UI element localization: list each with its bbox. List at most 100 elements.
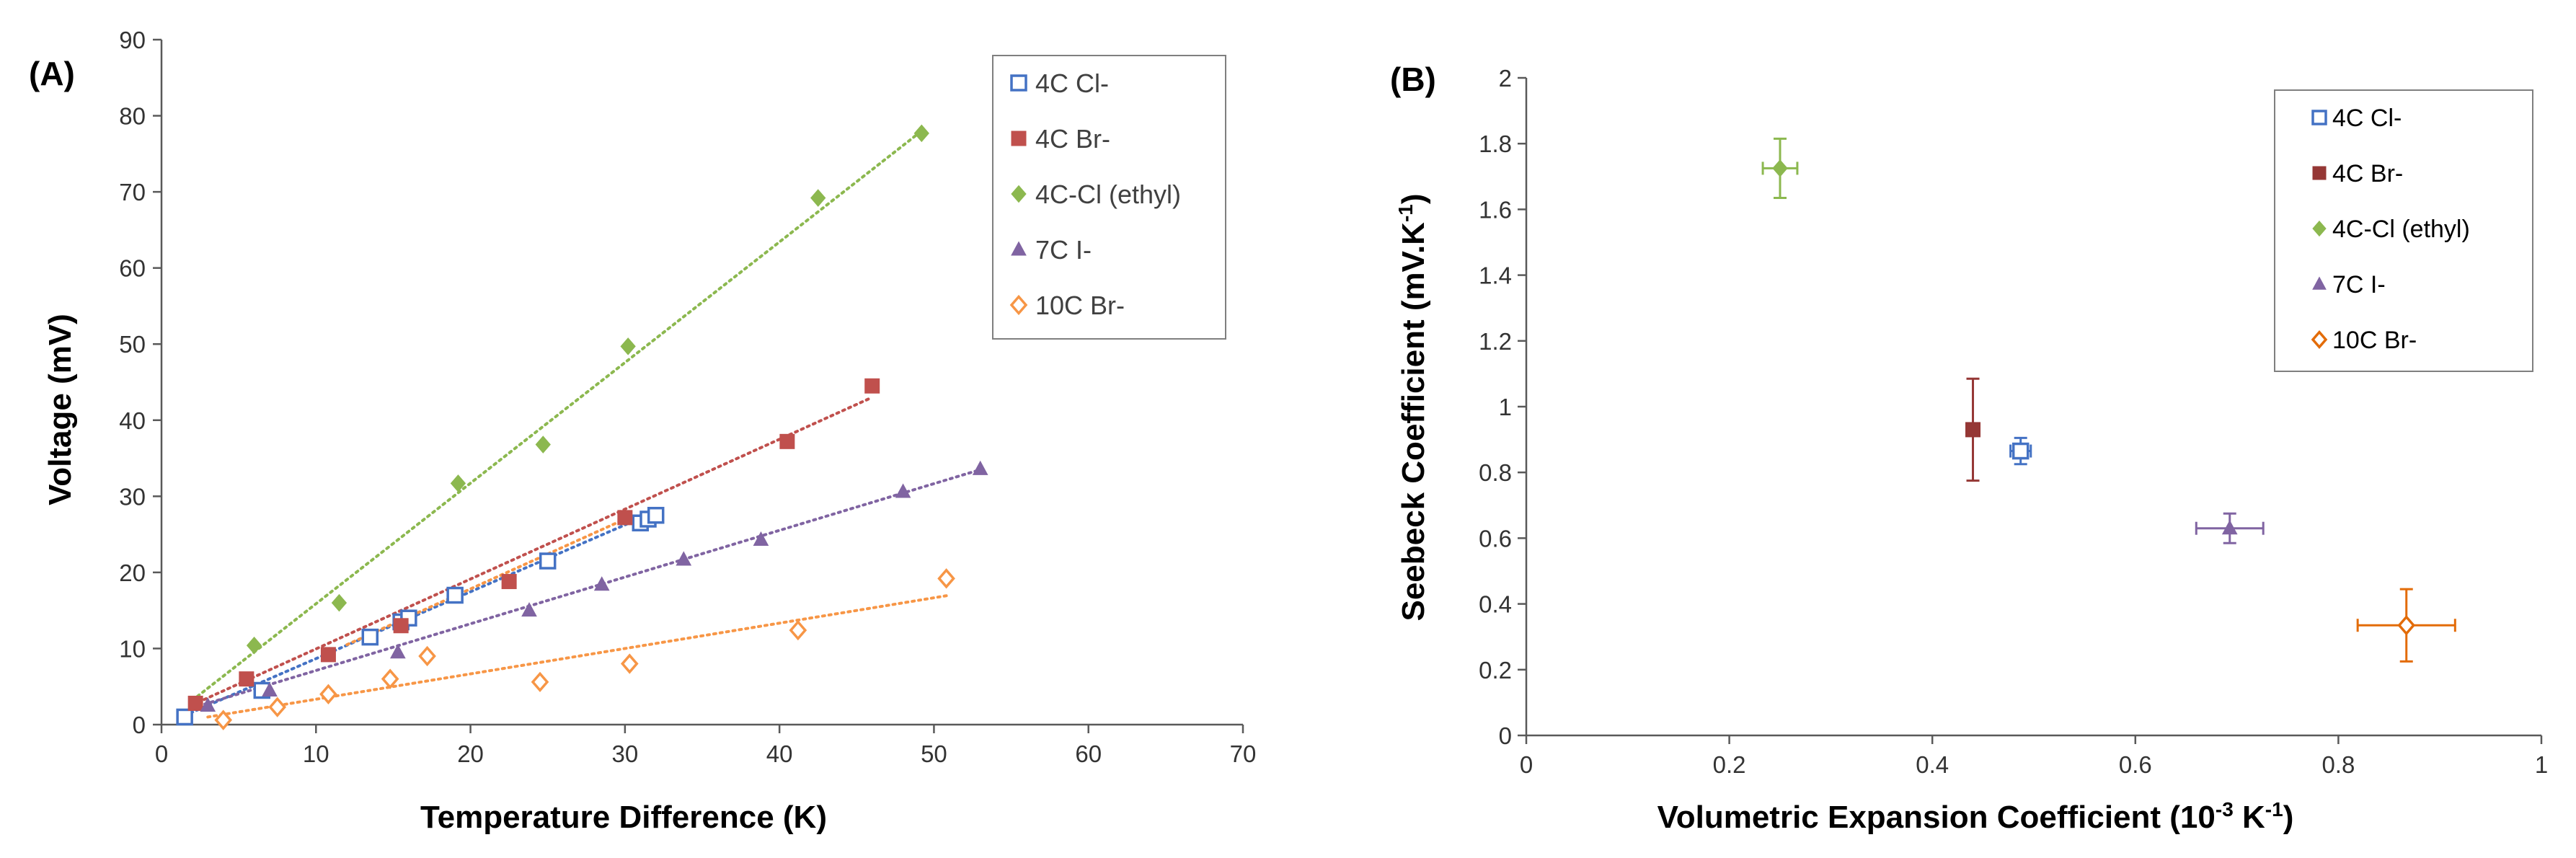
data-point <box>789 619 807 641</box>
x-tick-label-b: 1 <box>2535 751 2548 778</box>
legend-label-a: 4C Br- <box>1035 124 1110 154</box>
x-tick-label-b: 0.6 <box>2119 751 2152 778</box>
axes-b: 0 0.2 0.4 0.6 0.8 1 1.2 1.4 1.6 1.8 2 0 0.2 0.4 0.6 0.8… <box>1479 65 2548 778</box>
y-tick-label-b: 0 <box>1499 722 1512 749</box>
data-point <box>446 586 464 604</box>
data-point <box>864 378 880 394</box>
x-tick-label-a: 70 <box>1230 740 1257 767</box>
data-point <box>1965 422 1981 438</box>
y-tick-label-a: 10 <box>119 635 146 662</box>
legend-marker-b <box>2312 220 2327 237</box>
y-tick-label-b: 0.4 <box>1479 591 1512 618</box>
y-tick-label-b: 1.8 <box>1479 131 1512 157</box>
legend-marker-b <box>2311 110 2327 125</box>
x-tick-label-a: 30 <box>611 740 638 767</box>
y-axis-label-b: Seebeck Coefficient (mV.K-1) <box>1394 193 1431 621</box>
data-point <box>320 647 336 663</box>
trendline <box>190 129 924 702</box>
legend-label-a: 7C I- <box>1035 235 1092 265</box>
legend-label-a: 4C Cl- <box>1035 68 1109 98</box>
data-point <box>937 568 955 589</box>
data-point <box>418 645 436 667</box>
x-axis-label-b: Volumetric Expansion Coefficient (10-3 K… <box>1657 798 2294 835</box>
legend-label-b: 7C I- <box>2332 271 2386 298</box>
y-tick-label-a: 0 <box>133 712 146 738</box>
y-tick-label-a: 80 <box>119 103 146 130</box>
y-tick-label-b: 1.6 <box>1479 196 1512 223</box>
legend-marker-a <box>1010 74 1027 92</box>
legend-marker-a <box>1011 241 1027 256</box>
trendline <box>190 396 874 707</box>
x-tick-label-b: 0.4 <box>1916 751 1949 778</box>
data-point <box>620 653 639 674</box>
y-tick-label-a: 60 <box>119 255 146 282</box>
trendline <box>206 593 951 719</box>
data-point <box>239 671 254 687</box>
legend-marker-a <box>1011 185 1027 203</box>
data-point <box>268 696 287 717</box>
legend-label-a: 10C Br- <box>1035 291 1125 320</box>
legend-marker-b <box>2311 330 2328 350</box>
panel-label-b: (B) <box>1390 61 1436 98</box>
data-point <box>262 681 278 696</box>
markers-b <box>1761 137 2456 663</box>
y-tick-label-a: 40 <box>119 407 146 434</box>
y-tick-label-b: 1.4 <box>1479 262 1512 289</box>
data-point <box>535 435 551 454</box>
y-tick-label-b: 0.8 <box>1479 459 1512 486</box>
data-point <box>390 644 406 659</box>
data-point <box>521 602 537 617</box>
data-point <box>647 506 665 524</box>
y-tick-label-b: 1.2 <box>1479 328 1512 355</box>
legend-box-a <box>992 55 1226 340</box>
data-point <box>501 574 517 590</box>
legend-a: 4C Cl- 4C Br- 4C-Cl (ethyl) 7C I- 10C Br- <box>992 55 1226 340</box>
data-point <box>810 189 826 207</box>
x-tick-label-a: 50 <box>921 740 947 767</box>
data-point <box>779 433 795 449</box>
legend-marker-b <box>2312 276 2327 290</box>
data-point <box>676 551 692 566</box>
data-point <box>753 531 769 546</box>
y-tick-label-b: 2 <box>1499 65 1512 92</box>
data-point <box>361 628 379 646</box>
data-point <box>2221 520 2238 535</box>
data-point <box>539 552 557 570</box>
data-point <box>2397 615 2416 636</box>
y-tick-label-a: 90 <box>119 27 146 53</box>
y-tick-label-b: 0.6 <box>1479 525 1512 552</box>
data-point <box>617 510 633 526</box>
y-tick-label-a: 30 <box>119 483 146 510</box>
trendline <box>183 510 658 717</box>
y-tick-label-a: 70 <box>119 179 146 205</box>
axes-a: 0 10 20 30 40 50 60 70 80 90 0 10 20 30 40 50 60 70 <box>119 27 1256 767</box>
legend-marker-a <box>1009 294 1028 316</box>
data-point <box>214 709 233 730</box>
data-point <box>913 124 929 143</box>
legend-label-b: 4C Br- <box>2332 160 2403 187</box>
data-point <box>393 618 409 634</box>
x-tick-label-a: 20 <box>457 740 484 767</box>
trendlines-a <box>183 129 982 719</box>
x-tick-label-b: 0 <box>1520 751 1533 778</box>
chart-panel-b: (B) 0 0.2 0.4 0.6 0.8 1 1.2 1.4 1.6 1.8 2 0 0.2 0.4 0.… <box>1390 61 2548 835</box>
markers-a <box>176 124 988 730</box>
data-point <box>176 708 193 726</box>
x-tick-label-a: 40 <box>766 740 793 767</box>
trendline <box>190 468 982 709</box>
data-point <box>593 576 610 591</box>
legend-marker-a <box>1011 131 1027 146</box>
data-point <box>1772 159 1788 177</box>
legend-marker-b <box>2312 166 2327 180</box>
x-tick-label-a: 60 <box>1075 740 1102 767</box>
data-point <box>200 697 216 712</box>
data-point <box>246 636 262 655</box>
data-point <box>319 684 337 704</box>
y-axis-label-a: Voltage (mV) <box>43 314 78 505</box>
x-tick-label-b: 0.8 <box>2322 751 2355 778</box>
data-point <box>331 593 348 612</box>
legend-label-a: 4C-Cl (ethyl) <box>1035 180 1181 209</box>
data-point <box>972 460 988 475</box>
y-tick-label-b: 1 <box>1499 394 1512 420</box>
